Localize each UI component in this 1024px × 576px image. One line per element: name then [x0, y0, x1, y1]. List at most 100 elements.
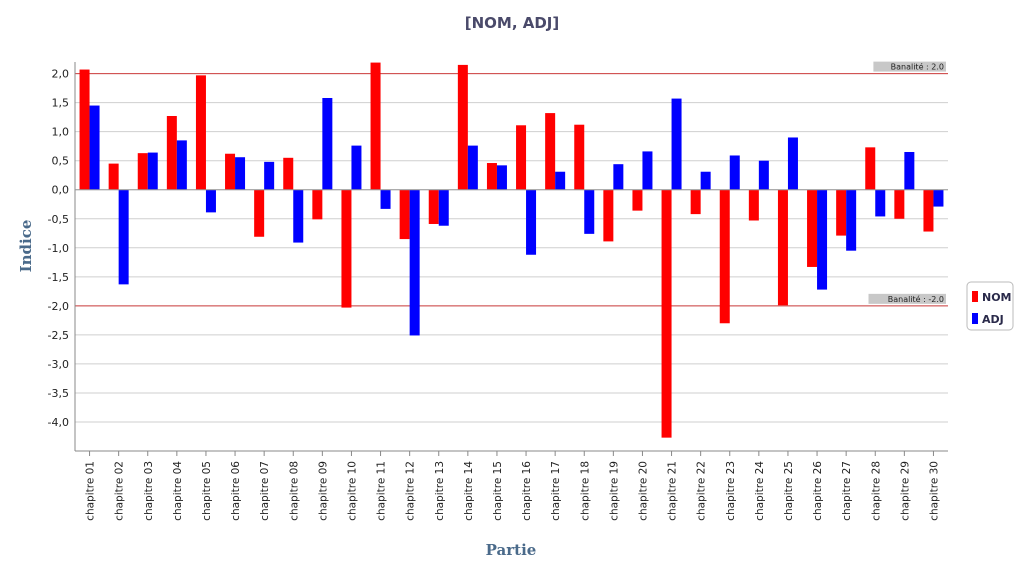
x-tick-label: chapitre 26 [812, 461, 824, 521]
bar-adj [817, 189, 828, 290]
bar-nom [225, 153, 236, 190]
reference-lines: Banalité : 2.0 Banalité : -2.0 [75, 61, 948, 307]
bar-adj [729, 155, 740, 190]
x-tick-labels: chapitre 01 chapitre 02 chapitre 03 chapitr… [85, 461, 941, 521]
bar-nom [865, 147, 876, 190]
bar-nom [690, 189, 701, 215]
legend-label-adj[interactable]: ADJ [982, 313, 1004, 326]
bar-nom [486, 163, 497, 190]
bar-nom [545, 113, 556, 190]
bar-adj [904, 151, 915, 190]
y-tick-label: 1,0 [52, 126, 70, 139]
legend[interactable]: NOM ADJ [966, 281, 1014, 331]
bar-adj [555, 171, 566, 190]
bar-nom [661, 189, 672, 438]
bar-adj [89, 105, 100, 190]
x-tick-label: chapitre 09 [317, 461, 329, 521]
bar-nom [923, 189, 934, 232]
bar-adj [846, 189, 857, 251]
reference-line-label: Banalité : 2.0 [891, 62, 944, 72]
bar-adj [293, 189, 304, 243]
bar-adj [584, 189, 595, 234]
x-tick-label: chapitre 02 [114, 461, 126, 521]
y-tick-label: -3,0 [48, 358, 69, 371]
y-tick-label: -3,5 [48, 387, 69, 400]
bar-adj [409, 189, 420, 336]
x-tick-label: chapitre 10 [346, 461, 358, 521]
bar-nom [370, 62, 381, 190]
x-tick-label: chapitre 06 [230, 461, 242, 521]
bar-adj [176, 140, 187, 190]
x-tick-label: chapitre 22 [696, 461, 708, 521]
x-tick-label: chapitre 28 [870, 461, 882, 521]
bar-nom [137, 153, 148, 190]
bar-nom [428, 189, 439, 224]
y-axis-title: Indice [17, 220, 35, 273]
x-tick-label: chapitre 21 [667, 461, 679, 521]
bar-adj [875, 189, 886, 217]
x-tick-label: chapitre 12 [405, 461, 417, 521]
bar-nom [283, 157, 294, 190]
bar-nom [254, 189, 265, 237]
reference-line-label-bg [873, 61, 946, 72]
bar-adj [438, 189, 449, 226]
bar-adj [380, 189, 391, 209]
y-tick-label: 2,0 [52, 68, 70, 81]
bar-nom [108, 163, 119, 190]
x-tick-label: chapitre 25 [783, 461, 795, 521]
y-tick-label: -4,0 [48, 416, 69, 429]
y-tick-label: 0,0 [52, 184, 70, 197]
x-tick-label: chapitre 18 [579, 461, 591, 521]
bar-nom [836, 189, 847, 236]
bar-nom [457, 64, 468, 190]
bars [79, 62, 944, 438]
bar-nom [777, 189, 788, 306]
reference-line-label-bg [868, 293, 946, 304]
bar-nom [79, 69, 90, 190]
bar-adj [671, 98, 682, 190]
x-tick-label: chapitre 17 [550, 461, 562, 521]
bar-adj [235, 157, 246, 190]
bar-nom [748, 189, 759, 221]
x-tick-label: chapitre 24 [754, 461, 766, 521]
bar-nom [894, 189, 905, 219]
bar-nom [574, 124, 585, 190]
legend-swatch-adj[interactable] [972, 313, 978, 324]
bar-adj [147, 152, 158, 190]
x-tick-label: chapitre 15 [492, 461, 504, 521]
legend-swatch-nom[interactable] [972, 291, 978, 302]
y-tick-label: 1,5 [52, 97, 70, 110]
bar-adj [467, 145, 478, 190]
y-tick-label: -0,5 [48, 213, 69, 226]
y-tick-label: 0,5 [52, 155, 70, 168]
y-tick-label: -2,0 [48, 300, 69, 313]
bar-nom [166, 115, 177, 190]
bar-adj [526, 189, 537, 255]
bar-nom [341, 189, 352, 308]
x-tick-label: chapitre 14 [463, 461, 475, 521]
y-tick-labels: 2,0 1,5 1,0 0,5 0,0 -0,5 -1,0 -1,5 -2,0 -2,5 -3,0 -… [48, 68, 69, 429]
bar-adj [322, 97, 333, 190]
x-tick-label: chapitre 08 [288, 461, 300, 521]
bar-adj [613, 164, 624, 190]
x-tick-label: chapitre 23 [725, 461, 737, 521]
x-tick-label: chapitre 19 [608, 461, 620, 521]
legend-label-nom[interactable]: NOM [982, 291, 1012, 304]
bar-nom [516, 125, 527, 190]
bar-adj [351, 145, 362, 190]
chart-title: [NOM, ADJ] [465, 14, 560, 32]
bar-nom [807, 189, 818, 267]
reference-line-label: Banalité : -2.0 [888, 294, 944, 304]
bar-nom [719, 189, 730, 324]
x-tick-label: chapitre 01 [85, 461, 97, 521]
bar-adj [758, 160, 769, 190]
bar-nom [632, 189, 643, 211]
x-tick-label: chapitre 30 [928, 461, 940, 521]
legend-box [966, 281, 1014, 331]
bar-adj [264, 161, 275, 190]
bar-nom [195, 75, 206, 190]
bar-adj [205, 189, 216, 213]
x-tick-label: chapitre 11 [376, 461, 388, 521]
